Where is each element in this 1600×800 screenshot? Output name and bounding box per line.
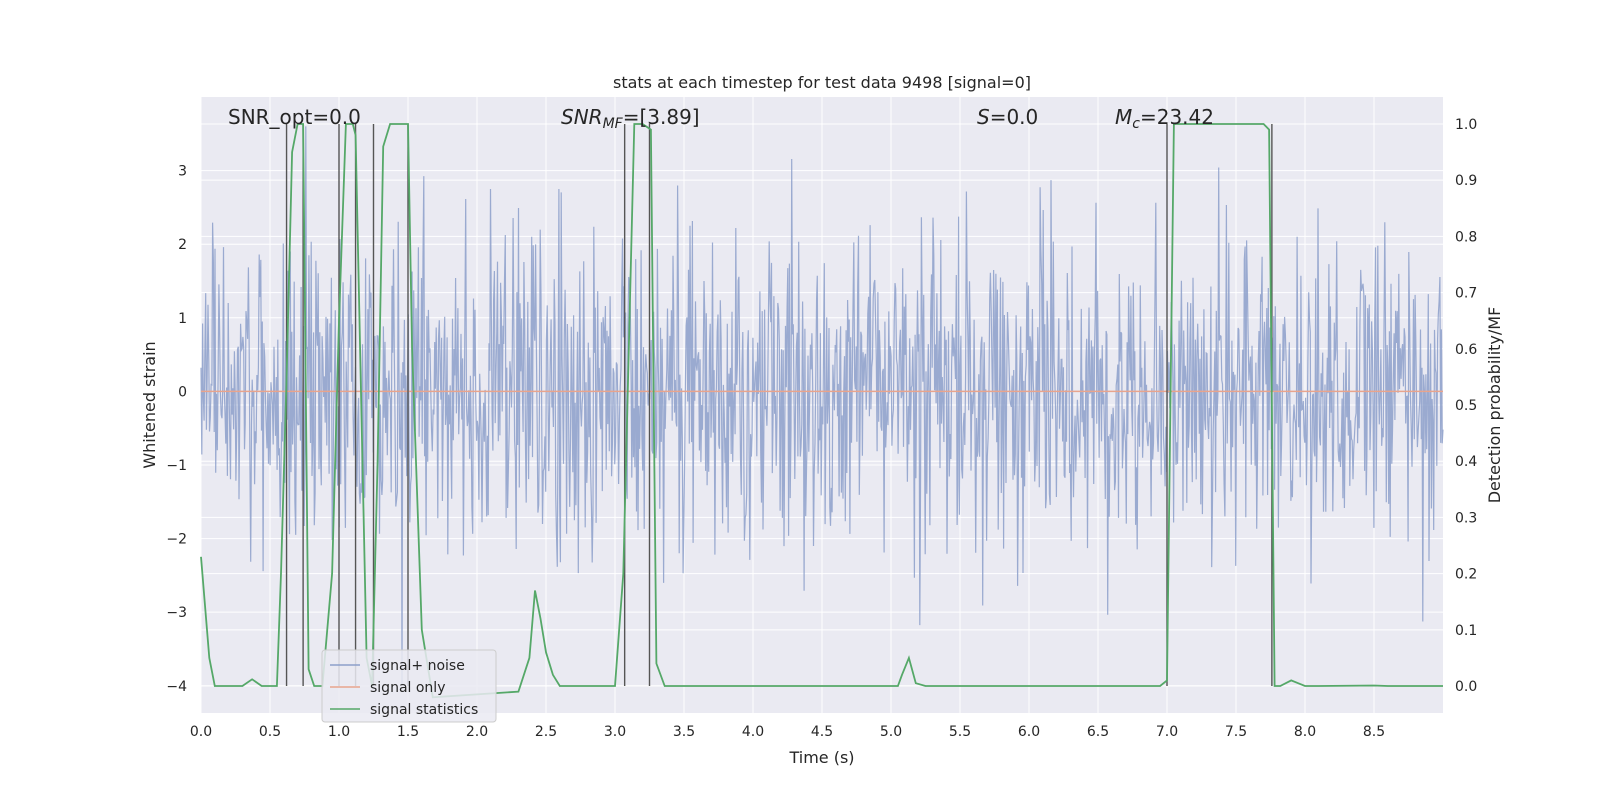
x-tick-label: 7.0 — [1156, 724, 1178, 740]
signal-statistics-line — [200, 123, 1443, 699]
x-tick-label: 2.5 — [535, 724, 557, 740]
x-tick-label: 4.0 — [742, 724, 764, 740]
y-tick-label-right: 0.4 — [1455, 454, 1477, 470]
x-tick-label: 7.5 — [1225, 724, 1247, 740]
x-tick-label: 1.5 — [397, 724, 419, 740]
y-tick-label-left: 0 — [178, 384, 187, 400]
x-tick-label: 3.5 — [673, 724, 695, 740]
annotation-mc-symbol: M — [1115, 105, 1132, 129]
annotation-mc: Mc=23.42 — [1115, 105, 1214, 132]
y-axis-label-left: Whitened strain — [140, 341, 159, 468]
y-tick-label-left: 1 — [178, 311, 187, 327]
x-tick-label: 3.0 — [604, 724, 626, 740]
y-tick-label-right: 0.5 — [1455, 398, 1477, 414]
legend: signal+ noise signal only signal statist… — [321, 649, 497, 723]
x-tick-label: 5.5 — [949, 724, 971, 740]
annotation-s: S=0.0 — [977, 105, 1038, 129]
annotation-snr-mf-symbol: SNR — [561, 105, 603, 129]
annotation-mc-subscript: c — [1132, 116, 1140, 132]
x-tick-label: 8.5 — [1363, 724, 1385, 740]
y-tick-label-left: −2 — [166, 532, 187, 548]
x-tick-label: 6.5 — [1087, 724, 1109, 740]
annotation-snr-mf: SNRMF=[3.89] — [561, 105, 700, 132]
y-tick-label-left: 3 — [178, 164, 187, 180]
y-tick-label-right: 0.3 — [1455, 510, 1477, 526]
y-tick-label-left: −4 — [166, 679, 187, 695]
y-tick-label-right: 0.7 — [1455, 286, 1477, 302]
x-tick-label: 0.0 — [190, 724, 212, 740]
x-tick-label: 0.5 — [259, 724, 281, 740]
annotation-s-value: =0.0 — [990, 105, 1039, 129]
tick-labels: 0.0 0.5 1.0 1.5 2.0 2.5 3.0 3.5 4.0 4.5 5.0 5.5 6.0 6… — [166, 117, 1477, 740]
legend-label-signal-statistics: signal statistics — [370, 702, 478, 718]
x-tick-label: 4.5 — [811, 724, 833, 740]
x-axis-label: Time (s) — [788, 748, 854, 767]
y-tick-label-right: 0.1 — [1455, 623, 1477, 639]
y-tick-label-left: −1 — [166, 458, 187, 474]
legend-label-signal-noise: signal+ noise — [370, 658, 465, 674]
annotation-s-symbol: S — [977, 105, 990, 129]
y-tick-label-right: 0.2 — [1455, 567, 1477, 583]
annotation-snr-mf-value: =[3.89] — [623, 105, 700, 129]
annotation-mc-value: =23.42 — [1140, 105, 1214, 129]
x-tick-label: 6.0 — [1018, 724, 1040, 740]
y-tick-label-right: 1.0 — [1455, 117, 1477, 133]
y-tick-label-right: 0.8 — [1455, 229, 1477, 245]
y-tick-label-right: 0.6 — [1455, 342, 1477, 358]
annotation-snr-mf-subscript: MF — [603, 116, 624, 132]
legend-label-signal-only: signal only — [370, 680, 445, 696]
x-tick-label: 2.0 — [466, 724, 488, 740]
x-tick-label: 5.0 — [880, 724, 902, 740]
y-axis-label-right: Detection probability/MF — [1485, 307, 1504, 504]
annotation-snr-opt: SNR_opt=0.0 — [228, 105, 361, 129]
y-tick-label-left: −3 — [166, 605, 187, 621]
y-tick-label-left: 2 — [178, 237, 187, 253]
y-tick-label-right: 0.9 — [1455, 173, 1477, 189]
x-tick-label: 8.0 — [1294, 724, 1316, 740]
y-tick-label-right: 0.0 — [1455, 679, 1477, 695]
signal-statistics-series — [200, 123, 1443, 699]
chart-title: stats at each timestep for test data 949… — [613, 73, 1031, 92]
legend-box — [321, 649, 497, 723]
x-tick-label: 1.0 — [328, 724, 350, 740]
